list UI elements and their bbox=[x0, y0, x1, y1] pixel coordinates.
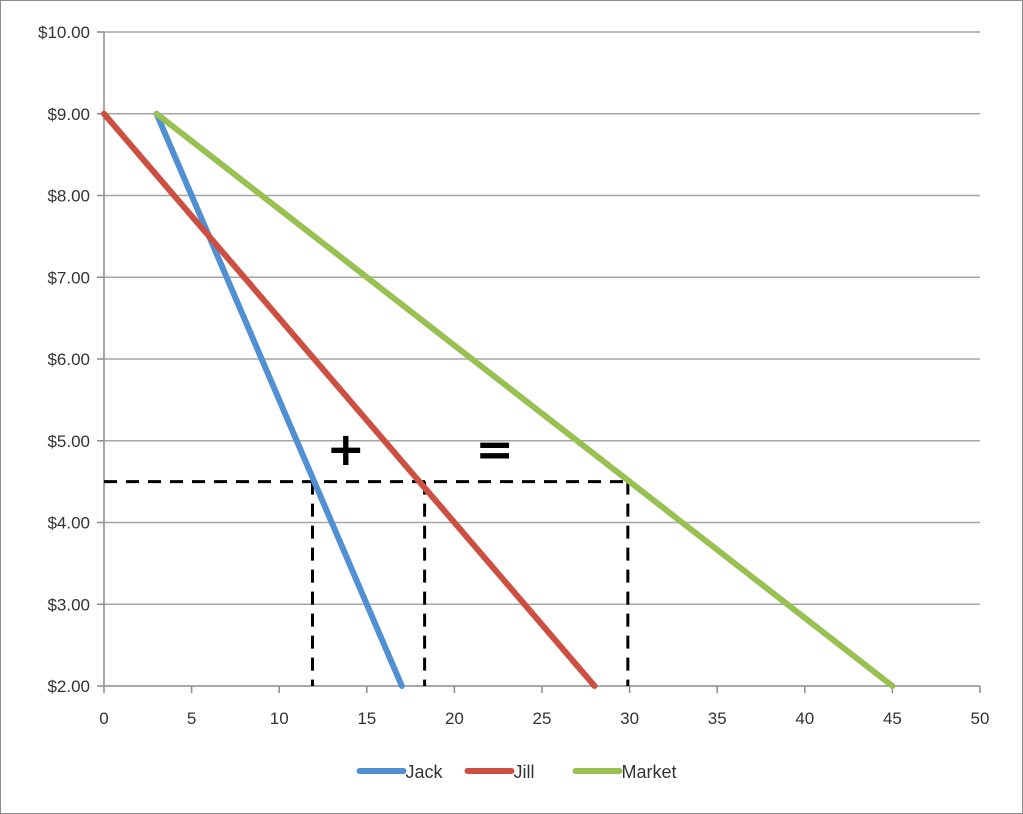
y-tick-label: $3.00 bbox=[47, 595, 90, 614]
legend: Jack Jill Market bbox=[356, 762, 677, 782]
x-tick-label: 45 bbox=[883, 709, 902, 728]
y-tick-label: $6.00 bbox=[47, 350, 90, 369]
axes bbox=[97, 31, 981, 693]
x-tick-label: 10 bbox=[270, 709, 289, 728]
reference-lines bbox=[104, 480, 630, 686]
legend-label-market: Market bbox=[622, 762, 677, 782]
x-tick-label: 0 bbox=[99, 709, 108, 728]
series-line-jack bbox=[153, 110, 405, 689]
legend-label-jack: Jack bbox=[406, 762, 444, 782]
y-tick-label: $10.00 bbox=[38, 23, 90, 42]
y-tick-labels: $2.00 $3.00 $4.00 $5.00 $6.00 $7.00 $8.00 $9.00… bbox=[38, 23, 90, 696]
x-tick-label: 50 bbox=[971, 709, 990, 728]
gridlines bbox=[104, 31, 980, 605]
y-tick-label: $2.00 bbox=[47, 677, 90, 696]
legend-label-jill: Jill bbox=[514, 762, 535, 782]
y-tick-label: $9.00 bbox=[47, 105, 90, 124]
x-tick-label: 15 bbox=[357, 709, 376, 728]
x-tick-label: 20 bbox=[445, 709, 464, 728]
x-tick-label: 25 bbox=[533, 709, 552, 728]
annotation-symbol: = bbox=[475, 422, 514, 476]
x-tick-label: 5 bbox=[187, 709, 196, 728]
annotations: + = bbox=[327, 422, 514, 476]
y-tick-label: $7.00 bbox=[47, 268, 90, 287]
series-line-market bbox=[153, 110, 896, 689]
y-tick-label: $4.00 bbox=[47, 514, 90, 533]
x-tick-label: 30 bbox=[620, 709, 639, 728]
x-tick-label: 40 bbox=[795, 709, 814, 728]
series-line-jill bbox=[101, 110, 598, 689]
y-tick-label: $5.00 bbox=[47, 432, 90, 451]
annotation-symbol: + bbox=[327, 422, 366, 476]
x-tick-labels: 0 5 10 15 20 25 30 35 40 45 50 bbox=[99, 709, 989, 728]
y-tick-label: $8.00 bbox=[47, 187, 90, 206]
series-lines bbox=[101, 110, 896, 689]
x-tick-label: 35 bbox=[708, 709, 727, 728]
